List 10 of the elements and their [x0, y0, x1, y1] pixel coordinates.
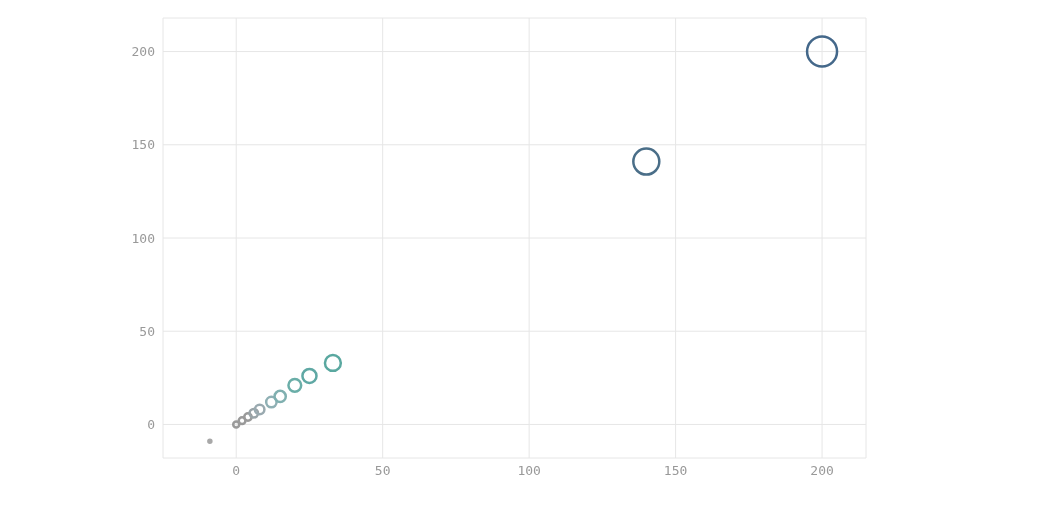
y-tick-label: 150 [131, 137, 155, 153]
y-tick-label: 100 [131, 230, 155, 246]
x-tick-label: 0 [232, 463, 241, 479]
y-tick-label: 0 [147, 417, 155, 433]
x-tick-label: 100 [517, 463, 541, 479]
y-tick-label: 200 [131, 44, 155, 60]
x-tick-label: 150 [663, 463, 688, 479]
x-tick-label: 50 [374, 463, 391, 479]
x-tick-label: 200 [810, 463, 834, 479]
y-tick-label: 50 [139, 323, 155, 339]
